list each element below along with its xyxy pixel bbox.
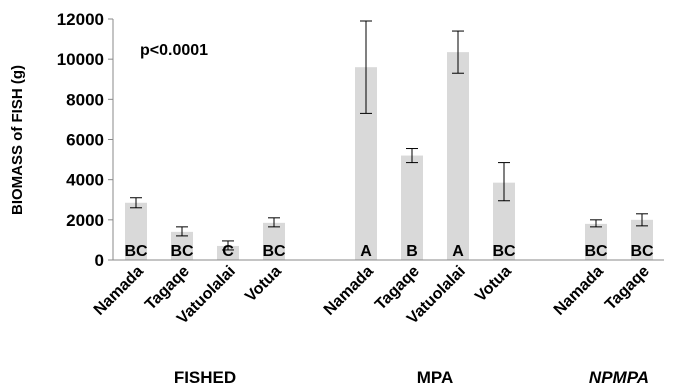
significance-letter: BC	[124, 243, 148, 260]
bar	[125, 202, 147, 260]
bar	[171, 231, 193, 260]
p-value-annotation: p<0.0001	[140, 42, 208, 59]
y-tick-label: 6000	[66, 131, 104, 150]
significance-letter: BC	[630, 243, 654, 260]
category-label: Namada	[321, 263, 377, 319]
bar	[447, 52, 469, 261]
group-label: MPA	[417, 368, 454, 387]
category-label: Namada	[91, 263, 147, 319]
y-tick-label: 0	[95, 251, 104, 270]
bars-layer: BC BC C BC A B A BC BC BC	[124, 20, 654, 261]
category-label: Namada	[551, 263, 607, 319]
significance-letter: BC	[584, 243, 608, 260]
bar	[217, 245, 239, 260]
bar	[401, 155, 423, 260]
group-label: NPMPA	[589, 368, 649, 387]
y-axis-label: BIOMASS of FISH (g)	[9, 65, 26, 215]
bar	[631, 219, 653, 260]
y-tick-label: 2000	[66, 211, 104, 230]
bar	[263, 222, 285, 260]
category-label: Votua	[472, 263, 515, 306]
significance-letter: B	[406, 243, 418, 260]
y-axis: 0 2000 4000 6000 8000 10000 12000	[57, 10, 114, 270]
category-label: Votua	[242, 263, 285, 306]
significance-letter: A	[360, 243, 372, 260]
significance-letter: BC	[262, 243, 286, 260]
y-tick-label: 10000	[57, 50, 104, 69]
y-tick-label: 8000	[66, 90, 104, 109]
significance-letter: A	[452, 243, 464, 260]
bar	[493, 182, 515, 260]
y-tick-label: 12000	[57, 10, 104, 29]
significance-letter: BC	[492, 243, 516, 260]
y-tick-label: 4000	[66, 171, 104, 190]
significance-letter: BC	[170, 243, 194, 260]
group-label: FISHED	[174, 368, 236, 387]
category-label: Tagaqe	[602, 263, 653, 314]
bar	[585, 223, 607, 260]
significance-letter: C	[222, 243, 234, 260]
bar	[355, 67, 377, 260]
